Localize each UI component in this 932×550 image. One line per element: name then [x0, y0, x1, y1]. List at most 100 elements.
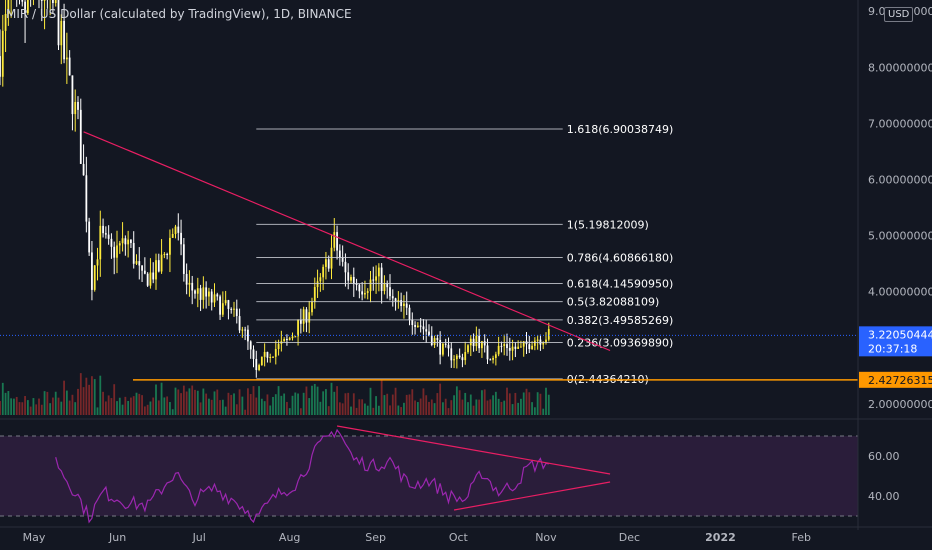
candle-body — [358, 284, 361, 292]
candle-body — [180, 232, 182, 245]
candle-body — [260, 356, 263, 366]
volume-bar — [299, 408, 302, 415]
volume-bar — [130, 397, 132, 415]
volume-bar — [397, 405, 400, 415]
candle-body — [350, 277, 352, 281]
volume-bar — [428, 401, 430, 415]
candle-body — [213, 294, 216, 303]
candle-body — [486, 345, 489, 360]
fib-level-label: 1.618(6.90038749) — [567, 123, 674, 136]
volume-bar — [102, 391, 104, 415]
volume-bar — [99, 375, 102, 415]
volume-bar — [219, 400, 221, 415]
candle-body — [199, 288, 202, 300]
volume-bar — [38, 398, 40, 415]
volume-bar — [506, 387, 508, 415]
candle-body — [96, 259, 99, 266]
fib-level-label: 0.786(4.60866180) — [567, 251, 674, 264]
volume-bar — [313, 383, 316, 415]
volume-bar — [91, 376, 93, 415]
volume-bar — [113, 384, 116, 415]
currency-button[interactable]: USD — [884, 7, 914, 22]
candle-body — [202, 287, 205, 300]
x-tick-label: Feb — [792, 531, 811, 544]
volume-bar — [533, 407, 536, 415]
fib-level-label: 0.618(4.14590950) — [567, 277, 674, 290]
candle-body — [171, 234, 174, 238]
volume-bar — [15, 396, 18, 415]
candle-body — [377, 267, 380, 277]
volume-bar — [483, 389, 486, 415]
volume-bar — [358, 399, 361, 415]
volume-bar — [447, 408, 450, 415]
candle-body — [127, 239, 130, 245]
volume-bar — [364, 403, 366, 415]
candle-body — [65, 57, 68, 60]
volume-bar — [269, 405, 272, 415]
y-tick-label: 5.00000000 — [868, 230, 932, 243]
candle-body — [352, 277, 355, 284]
x-tick-label: 2022 — [705, 531, 736, 544]
volume-bar — [294, 392, 297, 415]
candle-body — [514, 346, 517, 349]
volume-bar — [539, 393, 542, 415]
volume-bar — [500, 401, 503, 415]
volume-bar — [489, 399, 492, 415]
candle-body — [118, 243, 121, 246]
candle-body — [461, 357, 464, 361]
volume-bar — [227, 392, 230, 415]
rsi-panel — [0, 425, 858, 524]
candle-body — [311, 301, 313, 313]
candle-body — [116, 245, 118, 258]
candle-body — [113, 246, 116, 258]
candle-body — [422, 326, 425, 330]
candle-body — [494, 354, 497, 358]
volume-bar — [110, 398, 113, 415]
candle-body — [91, 252, 93, 290]
candle-body — [157, 260, 160, 272]
candle-body — [177, 226, 180, 233]
candle-body — [26, 0, 29, 14]
candle-body — [4, 13, 7, 31]
volume-bar — [442, 402, 444, 415]
candle-body — [545, 339, 547, 343]
volume-bar — [230, 394, 233, 415]
volume-bar — [65, 390, 68, 415]
chart-title: MIR / US Dollar (calculated by TradingVi… — [6, 7, 352, 21]
candle-body — [160, 254, 163, 272]
volume-bar — [194, 389, 196, 415]
volume-bar — [433, 403, 436, 415]
candle-body — [57, 0, 60, 46]
candle-body — [71, 75, 74, 115]
candle-body — [185, 273, 188, 285]
volume-bar — [327, 406, 330, 415]
candle-body — [528, 344, 531, 350]
volume-bar — [202, 388, 205, 415]
candle-body — [386, 283, 389, 288]
candle-body — [297, 319, 299, 337]
volume-bar — [411, 389, 414, 415]
candle-body — [419, 325, 422, 327]
candle-body — [233, 308, 235, 310]
candle-body — [389, 287, 391, 297]
volume-bar — [46, 391, 49, 415]
volume-bar — [191, 385, 194, 415]
volume-bar — [414, 400, 416, 415]
candle-body — [531, 345, 533, 350]
volume-bar — [85, 377, 88, 415]
candle-body — [439, 339, 442, 355]
x-tick-label: Nov — [535, 531, 557, 544]
volume-bar — [481, 390, 483, 415]
support-price-tag — [859, 371, 932, 388]
volume-bar — [258, 386, 260, 415]
volume-bar — [121, 404, 124, 415]
candle-body — [272, 356, 274, 358]
volume-bar — [330, 382, 333, 415]
candle-body — [68, 57, 71, 76]
volume-bar — [419, 398, 422, 415]
candle-body — [130, 239, 132, 243]
volume-bar — [341, 403, 344, 415]
volume-bar — [472, 405, 475, 415]
volume-bar — [325, 389, 327, 415]
